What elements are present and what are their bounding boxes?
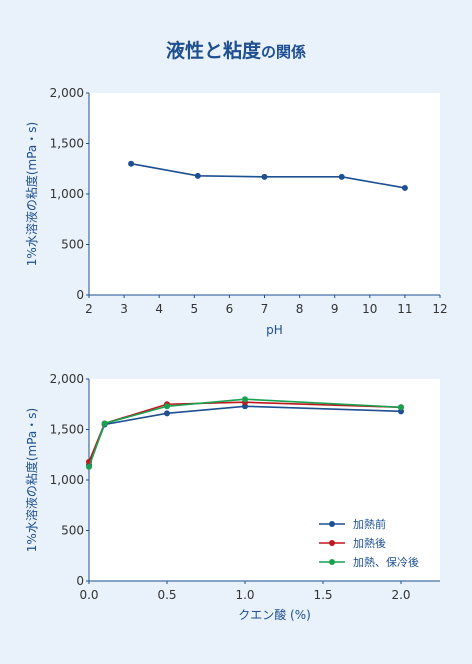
x-tick-label: 5 xyxy=(190,302,198,316)
x-axis-label: クエン酸 (%) xyxy=(238,607,311,622)
x-tick-label: 0.0 xyxy=(79,588,98,602)
y-axis-label: 1%水溶液の粘度(mPa・s) xyxy=(24,408,39,552)
legend-label: 加熱後 xyxy=(353,536,386,550)
y-axis-label: 1%水溶液の粘度(mPa・s) xyxy=(24,122,39,266)
y-tick-label: 0 xyxy=(76,574,84,588)
data-point xyxy=(164,403,170,410)
plot-area-1 xyxy=(89,93,440,295)
x-tick-label: 4 xyxy=(155,302,163,316)
data-point xyxy=(338,173,345,180)
x-tick-label: 11 xyxy=(397,302,412,316)
x-tick-label: 0.5 xyxy=(157,588,176,602)
title-main: 液性と粘度 xyxy=(165,40,261,62)
legend-marker xyxy=(329,559,335,565)
data-point xyxy=(194,172,201,179)
x-axis-label: pH xyxy=(266,323,283,337)
plot-area-2 xyxy=(89,379,440,581)
data-point xyxy=(86,463,92,470)
data-point xyxy=(261,173,268,180)
x-tick-label: 2.0 xyxy=(391,588,410,602)
y-tick-label: 1,000 xyxy=(50,473,84,487)
data-point xyxy=(398,404,404,411)
data-point xyxy=(401,184,408,191)
legend-label: 加熱、保冷後 xyxy=(353,555,419,569)
x-tick-label: 1.0 xyxy=(235,588,254,602)
y-tick-label: 0 xyxy=(76,288,84,302)
x-tick-label: 3 xyxy=(120,302,128,316)
y-tick-label: 1,500 xyxy=(50,423,84,437)
y-tick-label: 1,000 xyxy=(50,187,84,201)
page-title: 液性と粘度の関係 xyxy=(0,36,472,63)
title-suffix: の関係 xyxy=(261,43,307,61)
x-tick-label: 2 xyxy=(85,302,93,316)
legend-marker xyxy=(329,521,335,527)
y-tick-label: 500 xyxy=(61,524,84,538)
x-tick-label: 10 xyxy=(362,302,377,316)
legend-label: 加熱前 xyxy=(353,517,386,531)
y-tick-label: 2,000 xyxy=(50,372,84,386)
x-tick-label: 8 xyxy=(296,302,304,316)
x-tick-label: 1.5 xyxy=(313,588,332,602)
data-point xyxy=(164,410,170,417)
x-tick-label: 9 xyxy=(331,302,339,316)
y-tick-label: 2,000 xyxy=(50,86,84,100)
data-point xyxy=(128,160,135,167)
y-tick-label: 1,500 xyxy=(50,137,84,151)
data-point xyxy=(242,396,248,403)
x-tick-label: 12 xyxy=(432,302,447,316)
legend-marker xyxy=(329,540,335,546)
y-tick-label: 500 xyxy=(61,238,84,252)
data-point xyxy=(101,420,108,427)
x-tick-label: 6 xyxy=(226,302,234,316)
x-tick-label: 7 xyxy=(261,302,269,316)
